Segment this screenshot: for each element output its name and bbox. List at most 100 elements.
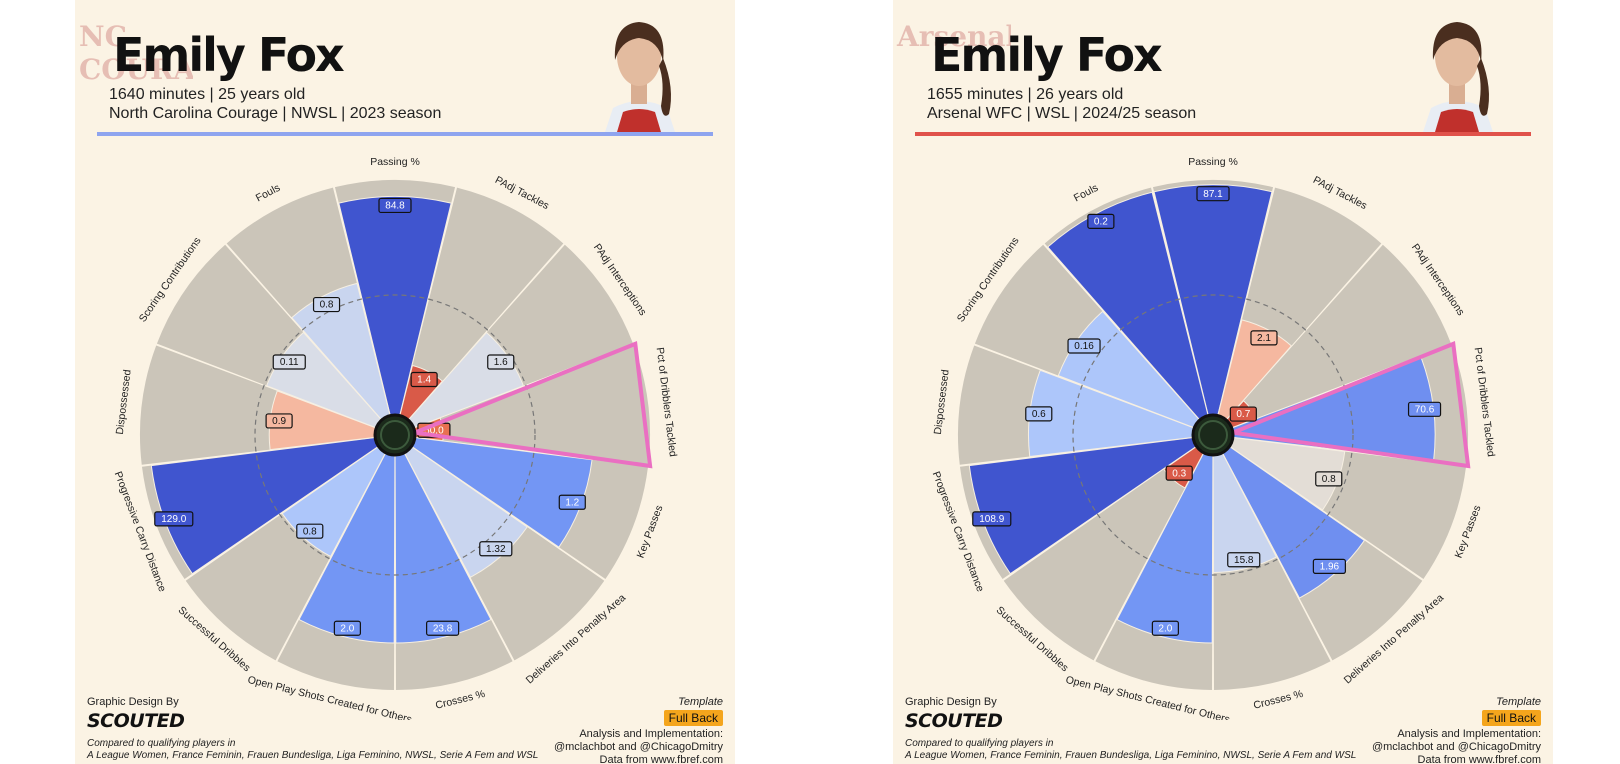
value-badge <box>1315 471 1343 487</box>
value-labels: 84.8 1.4 1.6 50.0 1.2 1.32 23.8 2.0 0.8 129.0 0.9 0… <box>154 197 586 636</box>
header-divider <box>915 132 1531 136</box>
wedge-bg-successful-dribbles <box>1003 446 1204 661</box>
comparison-note: Compared to qualifying players in A Leag… <box>905 738 1425 762</box>
category-label: Passing % <box>370 156 420 168</box>
value-label: 0.16 <box>1074 341 1094 352</box>
category-label: Dispossessed <box>932 369 952 435</box>
value-label: 0.9 <box>272 416 286 427</box>
player-photo <box>605 22 675 132</box>
scouted-logo: SCOUTED <box>87 710 185 732</box>
player-minutes-age: 1655 minutes | 26 years old <box>927 86 1124 103</box>
category-label: Passing % <box>1188 156 1238 168</box>
comparison-note: Compared to qualifying players in A Leag… <box>87 738 607 762</box>
value-label: 2.1 <box>1257 333 1271 344</box>
value-badge <box>1196 186 1230 202</box>
value-label: 23.8 <box>433 623 453 634</box>
credit-line-2: @mclachbot and @ChicagoDmitry <box>1371 741 1541 753</box>
value-label: 0.11 <box>280 357 299 368</box>
player-photo <box>1423 22 1493 132</box>
template-badge: Full Back <box>663 710 723 726</box>
value-label: 0.2 <box>1094 216 1108 227</box>
value-badge <box>1227 552 1261 568</box>
category-label: Crosses % <box>434 688 486 712</box>
value-badge <box>426 620 460 636</box>
value-badge <box>1151 620 1179 636</box>
value-labels: 87.1 2.1 0.7 70.6 0.8 1.96 15.8 2.0 0.3 108.9 0.6 0… <box>972 186 1442 636</box>
value-badge <box>378 197 412 214</box>
value-label: 2.0 <box>1158 623 1172 634</box>
value-badge <box>558 494 586 510</box>
scouted-logo: SCOUTED <box>905 710 1003 732</box>
value-badge <box>1087 213 1115 229</box>
category-label: Dispossessed <box>114 369 134 435</box>
player-name: Emily Fox <box>113 28 345 82</box>
value-badge <box>487 354 515 370</box>
value-label: 0.8 <box>320 300 334 311</box>
value-label: 84.8 <box>385 201 405 212</box>
value-badge <box>1250 330 1278 346</box>
header-divider <box>97 132 713 136</box>
category-label: Key Passes <box>635 504 666 560</box>
value-badge <box>333 620 361 636</box>
design-credit-label: Graphic Design By <box>905 696 997 708</box>
radar-bars <box>968 184 1436 644</box>
crest-text: Arsenal <box>897 20 1011 53</box>
team-crest: NC COURAGE <box>75 0 193 92</box>
value-label: 15.8 <box>1234 555 1254 566</box>
value-label: 129.0 <box>161 514 186 525</box>
player-team-season: North Carolina Courage | NWSL | 2023 sea… <box>109 105 442 122</box>
median-ring <box>254 294 536 576</box>
analysis-credits: Analysis and Implementation: @mclachbot … <box>554 728 723 764</box>
value-badge <box>972 511 1012 527</box>
credit-line-3: Data from www.fbref.com <box>599 754 723 764</box>
comparison-note-line1: Compared to qualifying players in <box>905 738 1054 749</box>
value-label: 1.2 <box>565 497 579 508</box>
value-label: 50.0 <box>424 425 444 436</box>
value-badge <box>1025 406 1053 422</box>
value-label: 0.6 <box>1032 409 1046 420</box>
credit-line-1: Analysis and Implementation: <box>1397 728 1541 740</box>
player-team-season: Arsenal WFC | WSL | 2024/25 season <box>927 105 1197 122</box>
design-credit-label: Graphic Design By <box>87 696 179 708</box>
category-label: Key Passes <box>1453 504 1484 560</box>
player-name: Emily Fox <box>931 28 1163 82</box>
value-label: 2.0 <box>340 623 354 634</box>
value-badge <box>265 413 293 429</box>
value-badge <box>1067 338 1101 354</box>
category-label: Pct of Dribblers Tackled <box>654 347 679 458</box>
template-label: Template <box>1496 696 1541 708</box>
radar-bars <box>150 196 593 644</box>
value-badge <box>1229 406 1257 422</box>
radar-panel-arsenal: Arsenal Emily Fox 1655 minutes | 26 year… <box>893 0 1553 764</box>
value-badge <box>154 511 194 527</box>
value-label: 70.6 <box>1415 404 1435 415</box>
value-badge <box>479 541 513 557</box>
value-label: 1.32 <box>486 544 506 555</box>
team-crest: Arsenal <box>893 0 1011 92</box>
value-badge <box>272 354 306 370</box>
analysis-credits: Analysis and Implementation: @mclachbot … <box>1372 728 1541 764</box>
category-label: Pct of Dribblers Tackled <box>1472 347 1497 458</box>
value-badge <box>1407 401 1442 417</box>
comparison-note-line2: A League Women, France Feminin, Frauen B… <box>905 750 1357 761</box>
wedge-bg-padj-tackles <box>399 187 564 420</box>
highlight-triangle <box>1225 341 1471 469</box>
value-label: 87.1 <box>1203 189 1223 200</box>
category-label: Crosses % <box>1252 688 1304 712</box>
radar-panel-nc-courage: NC COURAGE Emily Fox 1640 minutes | 25 y… <box>75 0 735 764</box>
player-minutes-age: 1640 minutes | 25 years old <box>109 86 306 103</box>
value-badge <box>410 371 438 388</box>
template-badge: Full Back <box>1481 710 1541 726</box>
category-label: Fouls <box>1072 182 1100 205</box>
comparison-note-line1: Compared to qualifying players in <box>87 738 236 749</box>
center-badge-ring <box>380 420 410 450</box>
template-label: Template <box>678 696 723 708</box>
value-badge <box>312 296 341 313</box>
center-badge-ring <box>1198 420 1228 450</box>
crest-text: NC COURAGE <box>79 20 193 86</box>
value-label: 1.96 <box>1320 562 1340 573</box>
value-badge <box>296 523 324 539</box>
credit-line-1: Analysis and Implementation: <box>579 728 723 740</box>
value-badge <box>1165 465 1193 481</box>
